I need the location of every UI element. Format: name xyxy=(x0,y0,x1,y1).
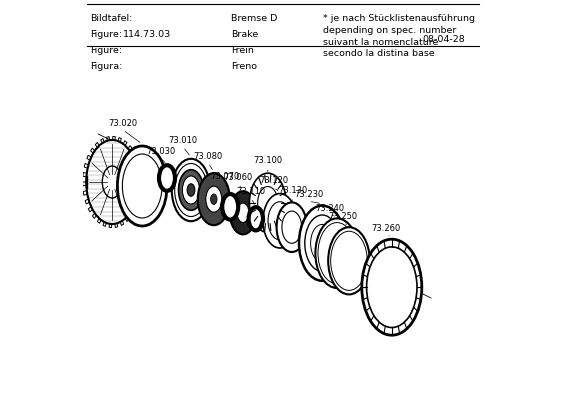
Ellipse shape xyxy=(311,224,334,262)
Text: 73.230: 73.230 xyxy=(294,190,323,199)
Ellipse shape xyxy=(328,227,370,294)
Ellipse shape xyxy=(211,194,217,204)
Text: Figure:: Figure: xyxy=(90,30,122,39)
Text: Figure:: Figure: xyxy=(90,46,122,55)
Ellipse shape xyxy=(331,231,367,290)
Ellipse shape xyxy=(299,206,345,281)
Text: Brake: Brake xyxy=(231,30,258,39)
Text: 73.240: 73.240 xyxy=(315,204,344,213)
Text: Figura:: Figura: xyxy=(90,62,123,71)
Ellipse shape xyxy=(198,173,230,225)
Text: 73.060: 73.060 xyxy=(224,173,253,182)
Ellipse shape xyxy=(305,215,340,271)
Ellipse shape xyxy=(159,165,175,191)
Text: 08-04-28: 08-04-28 xyxy=(422,35,465,44)
Ellipse shape xyxy=(250,173,286,232)
Text: Bildtafel:: Bildtafel: xyxy=(90,14,132,23)
Ellipse shape xyxy=(206,186,222,212)
Text: Freno: Freno xyxy=(231,62,257,71)
Ellipse shape xyxy=(230,191,256,234)
Text: 73.010: 73.010 xyxy=(169,136,198,145)
Ellipse shape xyxy=(263,194,297,248)
Text: * je nach Stücklistenausführung
depending on spec. number
suivant la nomenclatur: * je nach Stücklistenausführung dependin… xyxy=(323,14,475,58)
Ellipse shape xyxy=(182,176,200,204)
Text: 73.120: 73.120 xyxy=(259,176,288,185)
Ellipse shape xyxy=(187,184,195,196)
Ellipse shape xyxy=(175,164,207,216)
Ellipse shape xyxy=(367,247,417,328)
Text: 73.070: 73.070 xyxy=(211,172,240,181)
Ellipse shape xyxy=(315,218,359,288)
Text: 73.110: 73.110 xyxy=(237,187,265,196)
Text: 73.080: 73.080 xyxy=(194,152,223,161)
Ellipse shape xyxy=(122,154,162,218)
Ellipse shape xyxy=(282,211,302,243)
Ellipse shape xyxy=(172,159,210,221)
Ellipse shape xyxy=(117,146,167,226)
Text: 73.030: 73.030 xyxy=(146,147,175,156)
Text: 73.260: 73.260 xyxy=(371,224,401,233)
Ellipse shape xyxy=(237,203,249,222)
Ellipse shape xyxy=(222,194,238,220)
Ellipse shape xyxy=(268,202,291,240)
Ellipse shape xyxy=(277,202,307,252)
Text: Bremse D: Bremse D xyxy=(231,14,277,23)
Ellipse shape xyxy=(318,222,356,284)
Ellipse shape xyxy=(248,207,263,230)
Text: 73.130: 73.130 xyxy=(279,186,308,195)
Text: 73.020: 73.020 xyxy=(109,119,138,128)
Text: 73.250: 73.250 xyxy=(328,212,358,221)
Ellipse shape xyxy=(178,170,204,210)
Ellipse shape xyxy=(362,239,422,335)
Ellipse shape xyxy=(258,186,278,219)
Text: 114.73.03: 114.73.03 xyxy=(123,30,171,39)
Ellipse shape xyxy=(102,166,122,198)
Ellipse shape xyxy=(86,140,138,224)
Text: Frein: Frein xyxy=(231,46,254,55)
Text: 73.100: 73.100 xyxy=(253,156,282,165)
